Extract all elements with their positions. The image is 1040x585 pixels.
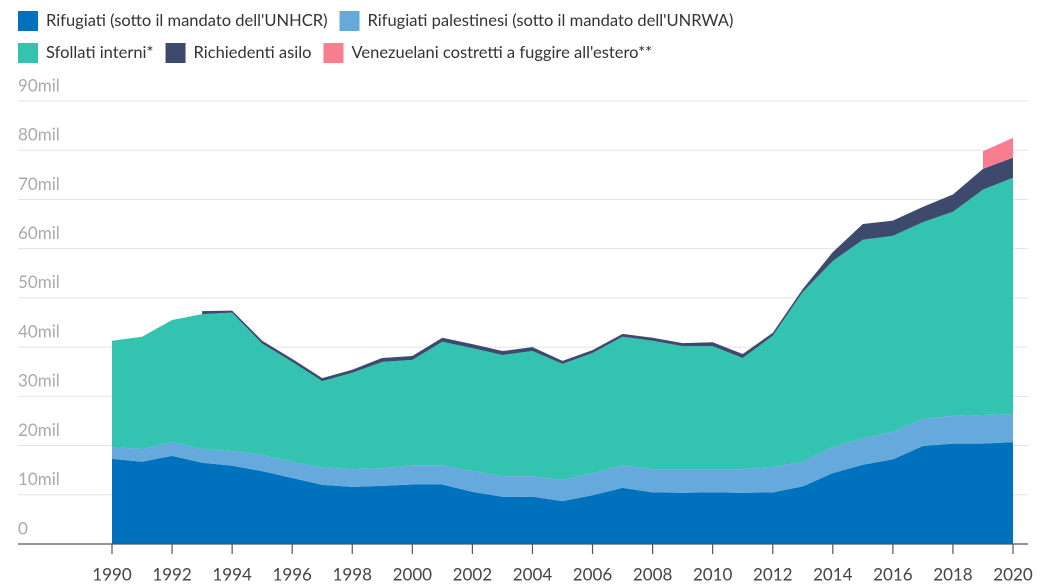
x-tick-label: 2008 [633, 563, 673, 584]
y-tick-label: 0 [18, 517, 28, 538]
legend-swatch [18, 11, 38, 31]
x-tick-label: 2016 [873, 563, 913, 584]
x-tick-label: 1990 [92, 563, 132, 584]
y-tick-label: 60mil [18, 222, 60, 243]
x-tick-label: 1994 [212, 563, 252, 584]
y-tick-label: 30mil [18, 370, 60, 391]
x-tick-label: 1996 [272, 563, 312, 584]
area [112, 177, 1013, 481]
x-tick-label: 2014 [813, 563, 853, 584]
legend-label: Rifugiati (sotto il mandato dell'UNHCR) [46, 10, 328, 30]
y-tick-label: 40mil [18, 320, 60, 341]
x-tick-label: 1998 [333, 563, 373, 584]
area [982, 137, 1013, 169]
legend-swatch [165, 43, 186, 63]
y-tick-label: 10mil [18, 468, 60, 489]
y-tick-label: 20mil [18, 419, 60, 440]
y-tick-label: 70mil [18, 173, 60, 194]
legend-swatch [323, 43, 344, 63]
legend-swatch [18, 43, 38, 63]
x-tick-label: 2018 [933, 563, 973, 584]
y-tick-label: 50mil [18, 271, 60, 292]
x-tick-label: 1992 [152, 563, 191, 584]
area [112, 442, 1013, 544]
x-tick-label: 2002 [453, 563, 492, 584]
x-tick-label: 2012 [753, 563, 792, 584]
y-tick-label: 80mil [18, 124, 60, 145]
legend-label: Sfollati interni* [46, 42, 154, 62]
legend-label: Richiedenti asilo [194, 42, 312, 62]
x-tick-label: 2000 [393, 563, 433, 584]
x-tick-label: 2020 [993, 563, 1033, 584]
area [112, 414, 1013, 502]
y-tick-label: 90mil [18, 74, 60, 95]
legend-label: Rifugiati palestinesi (sotto il mandato … [368, 10, 734, 30]
legend-swatch [339, 11, 360, 31]
x-tick-label: 2004 [513, 563, 553, 584]
legend-label: Venezuelani costretti a fuggire all'este… [351, 42, 652, 62]
x-tick-label: 2006 [573, 563, 613, 584]
x-tick-label: 2010 [693, 563, 733, 584]
